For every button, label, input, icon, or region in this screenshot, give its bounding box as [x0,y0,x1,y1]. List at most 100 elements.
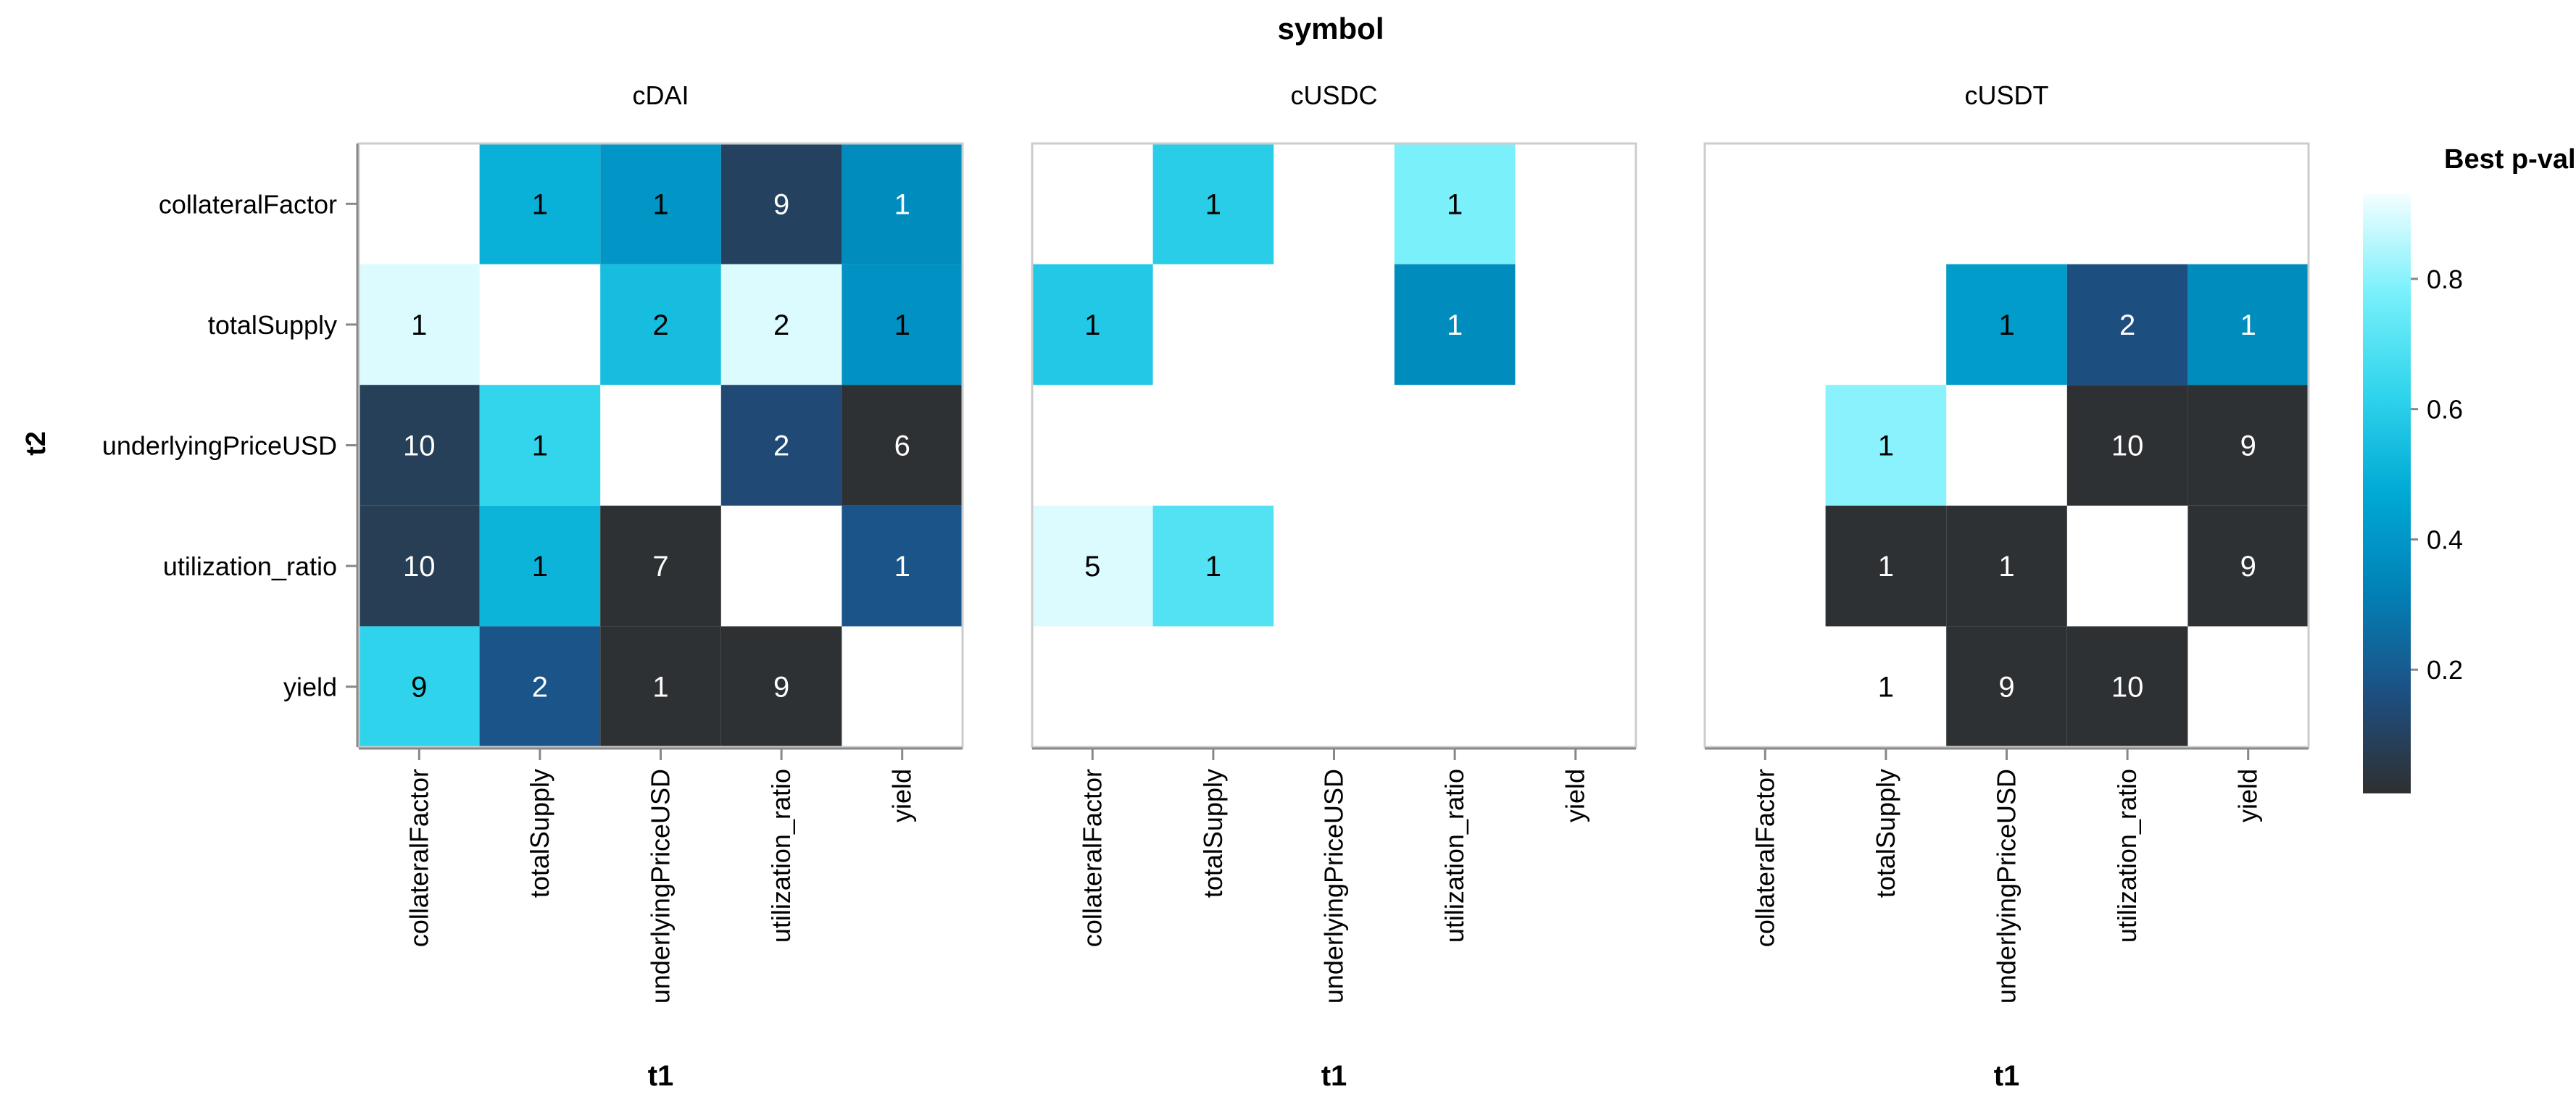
heatmap-cell [2066,385,2188,506]
y-tick-label: totalSupply [208,310,337,340]
x-axis-title: t1 [1994,1060,2020,1092]
cell-label: 6 [894,430,910,462]
heatmap-cell [2187,385,2309,506]
facet-header-cUSDT: cUSDT [1965,80,2049,110]
x-tick-label: totalSupply [525,769,554,898]
heatmap-cell [600,143,721,264]
x-tick-label: yield [887,769,917,822]
legend-tick-label: 0.4 [2427,525,2463,554]
cell-label: 7 [652,551,668,583]
x-tick-label: underlyingPriceUSD [1319,769,1349,1004]
heatmap-cell [720,264,842,385]
cell-label: 1 [1878,672,1894,704]
facet-header-title: symbol [1277,12,1384,46]
cell-label: 9 [2240,551,2256,583]
heatmap-cell [359,626,480,747]
cell-label: 10 [2111,430,2144,462]
cell-label: 1 [2240,309,2256,341]
x-tick-label: yield [1561,769,1590,822]
heatmap-cell [1825,505,1947,627]
cell-label: 2 [532,672,548,704]
x-tick-label: utilization_ratio [766,769,796,943]
cell-label: 1 [1205,551,1221,583]
heatmap-cell [359,264,480,385]
cell-label: 1 [1205,188,1221,220]
cell-label: 1 [411,309,427,341]
facet-header-cDAI: cDAI [632,80,689,110]
heatmap-cell [1032,505,1153,627]
cell-label: 10 [403,551,436,583]
heatmap-cell [1946,505,2067,627]
facet-panel-cUSDC: cUSDC 1 1 1 1 5 1 collateralFactor totalSupply un… [1031,80,1637,1092]
cell-label: 1 [532,430,548,462]
heatmap-cell [1394,143,1516,264]
heatmap-cell [359,385,480,506]
heatmap-cell [600,626,721,747]
cell-label: 9 [773,672,789,704]
facet-header-cUSDC: cUSDC [1290,80,1377,110]
cell-label: 1 [1447,188,1463,220]
legend-tick-label: 0.2 [2427,655,2463,685]
heatmap-cell [842,505,963,627]
cell-label: 1 [894,188,910,220]
cell-label: 9 [2240,430,2256,462]
x-tick-label: totalSupply [1198,769,1228,898]
x-tick-label: collateralFactor [404,769,433,947]
panel-frame [357,142,964,749]
heatmap-cell [842,264,963,385]
facet-panels: cDAI 1 1 9 1 1 2 2 1 10 1 2 6 10 1 7 1 9 2 1 9 collateralFact… [102,80,2310,1092]
cell-label: 1 [1084,309,1100,341]
panel-frame [1703,142,2310,749]
heatmap-cell [720,143,842,264]
cell-label: 9 [773,188,789,220]
y-tick-label: utilization_ratio [163,551,337,581]
legend-tick-label: 0.8 [2427,264,2463,294]
heatmap-cell [1394,264,1516,385]
heatmap-cell [2187,264,2309,385]
heatmap-cell [842,385,963,506]
legend-title: Best p-value [2444,144,2576,175]
x-tick-label: yield [2233,769,2263,822]
heatmap-cell [479,143,601,264]
cell-label: 1 [652,672,668,704]
x-axis-title: t1 [1321,1060,1347,1092]
heatmap-cell [1946,626,2067,747]
cell-label: 1 [1998,309,2014,341]
cell-label: 9 [1998,672,2014,704]
heatmap-cell [600,505,721,627]
cell-label: 2 [773,430,789,462]
cell-label: 2 [652,309,668,341]
cell-label: 1 [1878,551,1894,583]
cell-label: 1 [1998,551,2014,583]
heatmap-cell [479,505,601,627]
heatmap-cell [1032,264,1153,385]
facet-panel-cDAI: cDAI 1 1 9 1 1 2 2 1 10 1 2 6 10 1 7 1 9 2 1 9 collateralFact… [102,80,964,1092]
x-tick-label: utilization_ratio [1439,769,1469,943]
cell-label: 2 [2119,309,2135,341]
legend-gradient [2363,194,2411,793]
x-tick-label: underlyingPriceUSD [1992,769,2022,1004]
cell-label: 1 [1878,430,1894,462]
heatmap-cell [1152,505,1274,627]
cell-label: 1 [1447,309,1463,341]
color-legend: Best p-value 0.8 0.6 0.4 0.2 [2363,144,2576,793]
x-tick-label: collateralFactor [1077,769,1107,947]
y-tick-label: yield [283,672,337,702]
cell-label: 1 [894,551,910,583]
cell-label: 5 [1084,551,1100,583]
y-axis-title: t2 [21,431,51,456]
x-tick-label: utilization_ratio [2112,769,2142,943]
heatmap-cell [479,385,601,506]
x-tick-label: totalSupply [1871,769,1900,898]
heatmap-cell [2066,264,2188,385]
heatmap-cell [600,264,721,385]
cell-label: 9 [411,672,427,704]
heatmap-cell [1946,264,2067,385]
y-tick-label: underlyingPriceUSD [102,431,337,461]
x-tick-label: collateralFactor [1750,769,1779,947]
cell-label: 1 [652,188,668,220]
heatmap-cell [1152,143,1274,264]
cell-label: 2 [773,309,789,341]
cell-label: 1 [532,551,548,583]
